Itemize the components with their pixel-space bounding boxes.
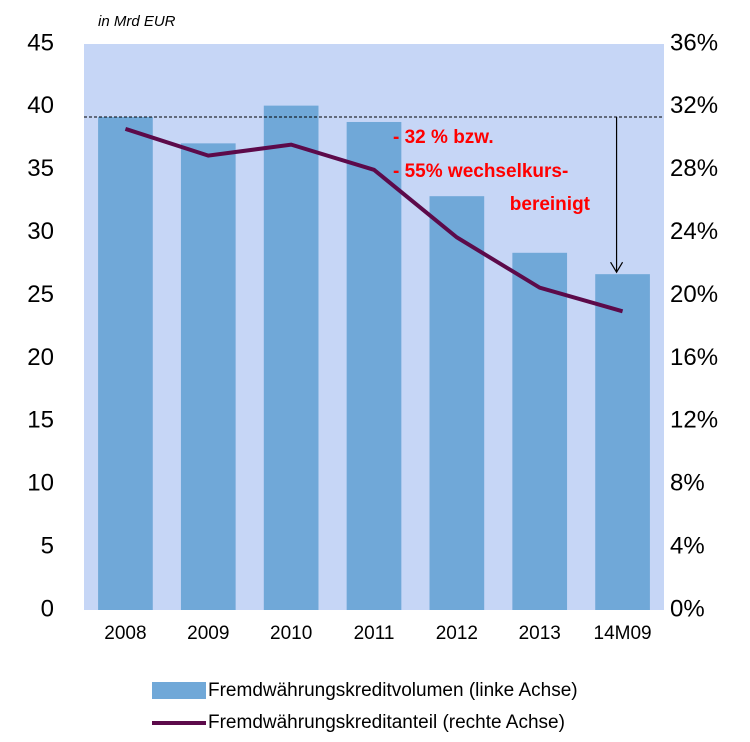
bar bbox=[98, 116, 153, 610]
legend-label: Fremdwährungskreditvolumen (linke Achse) bbox=[208, 680, 578, 701]
y2-tick-label: 24% bbox=[670, 218, 718, 245]
y-tick-label: 40 bbox=[27, 92, 54, 119]
y-tick-label: 0 bbox=[41, 595, 54, 622]
bar bbox=[429, 196, 485, 611]
y2-tick-label: 0% bbox=[670, 595, 705, 622]
bar bbox=[263, 105, 319, 611]
y-tick-label: 35 bbox=[27, 155, 54, 182]
y2-tick-label: 20% bbox=[670, 281, 718, 308]
y-tick-label: 5 bbox=[41, 532, 54, 559]
legend-swatch bbox=[152, 682, 206, 699]
x-tick-label: 2010 bbox=[270, 623, 312, 644]
y2-tick-label: 8% bbox=[670, 470, 705, 497]
bar bbox=[180, 143, 236, 610]
bar bbox=[346, 121, 402, 610]
line-series bbox=[124, 126, 624, 314]
x-tick-label: 2013 bbox=[519, 623, 561, 644]
y2-tick-label: 32% bbox=[670, 92, 718, 119]
y-tick-label: 25 bbox=[27, 281, 54, 308]
y-tick-label: 10 bbox=[27, 470, 54, 497]
y-tick-label: 30 bbox=[27, 218, 54, 245]
y-tick-label: 45 bbox=[27, 29, 54, 56]
annotation: - 32 % bzw. bbox=[393, 127, 494, 148]
y2-tick-label: 4% bbox=[670, 532, 705, 559]
bar bbox=[595, 274, 650, 610]
arrow-head bbox=[610, 261, 624, 274]
annotation: bereinigt bbox=[510, 194, 591, 215]
y-tick-label: 20 bbox=[27, 344, 54, 371]
legend-label: Fremdwährungskreditanteil (rechte Achse) bbox=[208, 712, 565, 733]
annotation: - 55% wechselkurs- bbox=[393, 161, 568, 182]
x-tick-label: 2011 bbox=[354, 623, 395, 644]
x-tick-label: 2008 bbox=[104, 623, 146, 644]
x-tick-label: 2012 bbox=[436, 623, 478, 644]
x-tick-label: 14M09 bbox=[594, 623, 652, 644]
y2-tick-label: 16% bbox=[670, 344, 718, 371]
unit-note: in Mrd EUR bbox=[98, 13, 176, 30]
y2-tick-label: 36% bbox=[670, 29, 718, 56]
x-tick-label: 2009 bbox=[187, 623, 229, 644]
bar bbox=[512, 252, 568, 610]
y-tick-label: 15 bbox=[27, 407, 54, 434]
y2-tick-label: 28% bbox=[670, 155, 718, 182]
y2-tick-label: 12% bbox=[670, 407, 718, 434]
